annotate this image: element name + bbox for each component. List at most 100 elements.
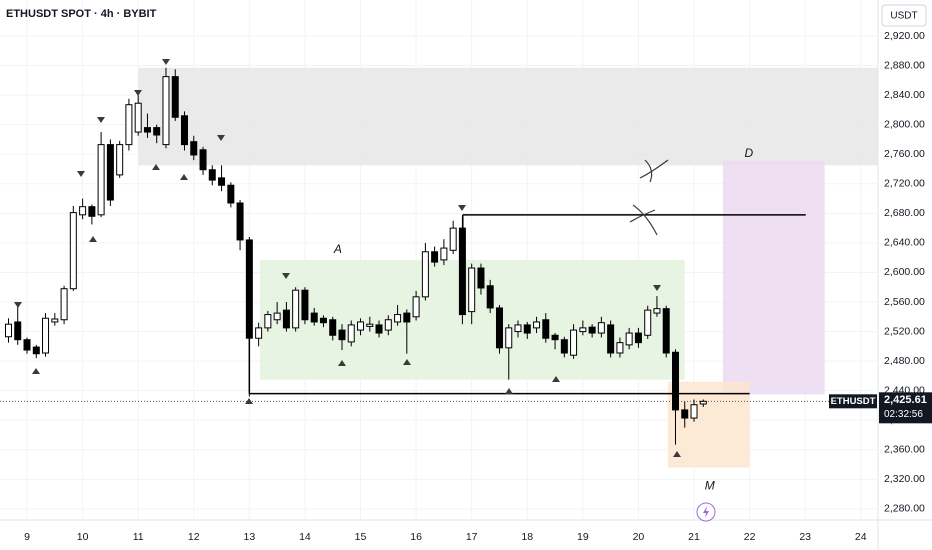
candle-body: [143, 127, 151, 133]
marker: [282, 273, 290, 279]
y-tick-label: 2,720.00: [884, 178, 925, 190]
marker: [653, 285, 661, 291]
y-tick-label: 2,520.00: [884, 325, 925, 337]
marker: [505, 388, 513, 394]
candle-body: [542, 319, 550, 339]
candle-body: [42, 317, 50, 354]
candle-body: [597, 322, 605, 334]
marker: [338, 360, 346, 366]
y-tick-label: 2,480.00: [884, 355, 925, 367]
candle-body: [468, 267, 476, 313]
candle-body: [375, 324, 383, 334]
candle-body: [551, 334, 559, 341]
candle-body: [218, 177, 226, 186]
candle-body: [5, 323, 13, 338]
candle-body: [208, 169, 216, 181]
candle-body: [347, 324, 355, 343]
candle-body: [533, 321, 541, 329]
candle-body: [227, 184, 235, 204]
candle-body: [301, 289, 309, 321]
y-tick-label: 2,600.00: [884, 266, 925, 278]
x-tick-label: 14: [299, 531, 311, 543]
candle-body: [412, 296, 420, 318]
cross-mark: [629, 204, 658, 236]
marker: [77, 171, 85, 177]
y-tick-label: 2,760.00: [884, 148, 925, 160]
candle-body: [672, 351, 680, 411]
y-tick-label: 2,280.00: [884, 503, 925, 515]
y-tick-label: 2,840.00: [884, 89, 925, 101]
candle-body: [51, 318, 59, 323]
candle-body: [153, 127, 161, 136]
y-tick-label: 2,880.00: [884, 59, 925, 71]
y-tick-label: 2,800.00: [884, 118, 925, 130]
y-tick-label: 2,360.00: [884, 444, 925, 456]
candle-body: [88, 206, 96, 217]
x-tick-label: 23: [799, 531, 811, 543]
candle-body: [273, 312, 281, 321]
candle-body: [134, 102, 142, 133]
candle-body: [394, 314, 402, 323]
marker: [32, 368, 40, 374]
marker: [152, 164, 160, 170]
marker: [217, 135, 225, 141]
markers: [14, 59, 681, 457]
candle-body: [495, 307, 503, 349]
symbol-box: [829, 394, 877, 409]
candle-body: [403, 312, 411, 323]
candle-body: [60, 288, 68, 321]
candle-body: [607, 324, 615, 354]
candle-body: [236, 202, 244, 241]
symbol-label: ETHUSDT: [831, 396, 876, 407]
candle-body: [523, 324, 531, 334]
candle-body: [477, 267, 485, 289]
candle-body: [264, 314, 272, 329]
candle-body: [116, 144, 124, 176]
candle-body: [162, 76, 170, 146]
currency-box[interactable]: [881, 4, 927, 27]
candle-body: [23, 339, 31, 351]
x-tick-label: 21: [688, 531, 700, 543]
candle-body: [106, 144, 114, 201]
x-tick-label: 11: [133, 531, 144, 543]
candle-body: [514, 324, 522, 333]
candle-body: [616, 342, 624, 354]
zone: [138, 67, 879, 166]
candle-body: [644, 309, 652, 336]
marker: [245, 398, 253, 404]
candle-body: [449, 227, 457, 251]
x-tick-label: 15: [355, 531, 367, 543]
y-tick-label: 2,560.00: [884, 296, 925, 308]
candle-body: [255, 327, 263, 339]
zone: [667, 381, 750, 468]
candle-body: [69, 212, 77, 290]
x-tick-label: 12: [188, 531, 200, 543]
candle-body: [79, 206, 87, 216]
candle-body: [384, 319, 392, 331]
candle-body: [199, 149, 207, 171]
candle-body: [505, 327, 513, 349]
candle-body: [431, 251, 439, 263]
candle-body: [180, 115, 188, 146]
price-box: [879, 392, 932, 424]
candle-body: [579, 327, 587, 333]
y-tick-label: 2,320.00: [884, 473, 925, 485]
y-tick-label: 2,680.00: [884, 207, 925, 219]
candle-body: [653, 308, 661, 314]
x-tick-label: 16: [410, 531, 422, 543]
candle-body: [32, 346, 40, 355]
candle-body: [190, 141, 198, 156]
y-tick-label: 2,640.00: [884, 237, 925, 249]
x-tick-label: 9: [24, 531, 30, 543]
candle-body: [625, 332, 633, 346]
chart-title: ETHUSDT SPOT · 4h · BYBIT: [6, 8, 157, 20]
candle-body: [440, 247, 448, 261]
candle-body: [329, 319, 337, 336]
cross-mark: [639, 159, 669, 183]
candle-body: [458, 227, 466, 316]
candle-body: [570, 329, 578, 356]
candle-body: [14, 321, 22, 341]
zone-label: A: [333, 242, 342, 256]
countdown: 02:32:56: [884, 409, 923, 420]
